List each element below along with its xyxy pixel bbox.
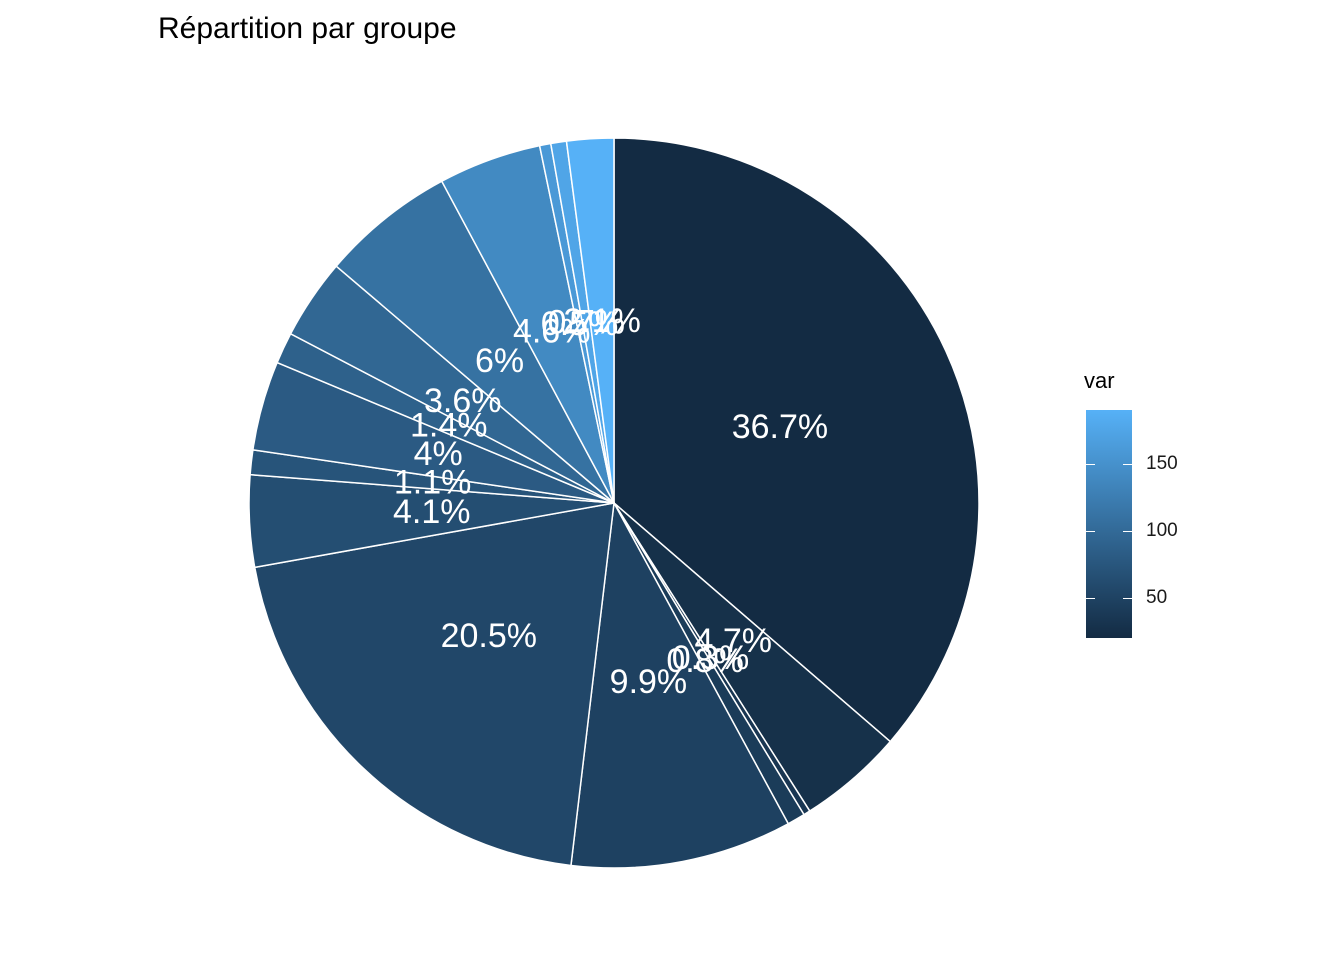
slice-label-14: 0.7%	[548, 304, 626, 342]
pie-slice-11	[335, 180, 615, 504]
pie-slice-5	[253, 502, 615, 867]
slice-label-9: 1.4%	[410, 407, 488, 445]
color-legend: var 50 100 150	[1084, 368, 1234, 658]
legend-tick-right-1	[1123, 530, 1132, 533]
pie-slice-15	[565, 137, 615, 504]
legend-colorbar	[1086, 410, 1132, 638]
slice-label-11: 6%	[475, 342, 524, 380]
legend-tick-left-2	[1086, 463, 1095, 466]
slice-label-5: 20.5%	[441, 617, 537, 655]
legend-title: var	[1084, 368, 1115, 393]
slice-label-4: 9.9%	[610, 663, 688, 701]
slice-label-12: 4.6%	[513, 312, 591, 350]
pie-slice-4	[570, 500, 790, 869]
legend-tick-left-0	[1086, 597, 1095, 600]
slice-label-10: 3.6%	[424, 382, 502, 420]
slice-label-8: 4%	[414, 435, 463, 473]
slice-label-0: 36.7%	[732, 408, 828, 446]
legend-tick-label-1: 100	[1146, 519, 1178, 541]
slice-label-1: 4.7%	[695, 622, 773, 660]
legend-tick-label-0: 50	[1146, 586, 1168, 608]
slice-label-7: 1.1%	[394, 464, 472, 502]
slice-label-3: 0.8%	[666, 642, 744, 680]
legend-tick-right-2	[1123, 463, 1132, 466]
slice-label-13: 0.5%	[541, 305, 619, 343]
slice-label-6: 4.1%	[393, 493, 471, 531]
legend-tick-right-0	[1123, 597, 1132, 600]
legend-tick-left-1	[1086, 530, 1095, 533]
legend-tick-label-2: 150	[1146, 452, 1178, 474]
pie-slice-0	[613, 137, 980, 743]
pie-slices	[248, 137, 980, 869]
slice-label-2: 0.3%	[672, 639, 750, 677]
slice-label-15: 2.1%	[563, 302, 641, 340]
pie-labels: 36.7% 4.7%0.3%0.8%9.9% 20.5% 4.1%1.1%4%1.4%…	[393, 302, 828, 701]
chart-title: Répartition par groupe	[158, 12, 457, 45]
